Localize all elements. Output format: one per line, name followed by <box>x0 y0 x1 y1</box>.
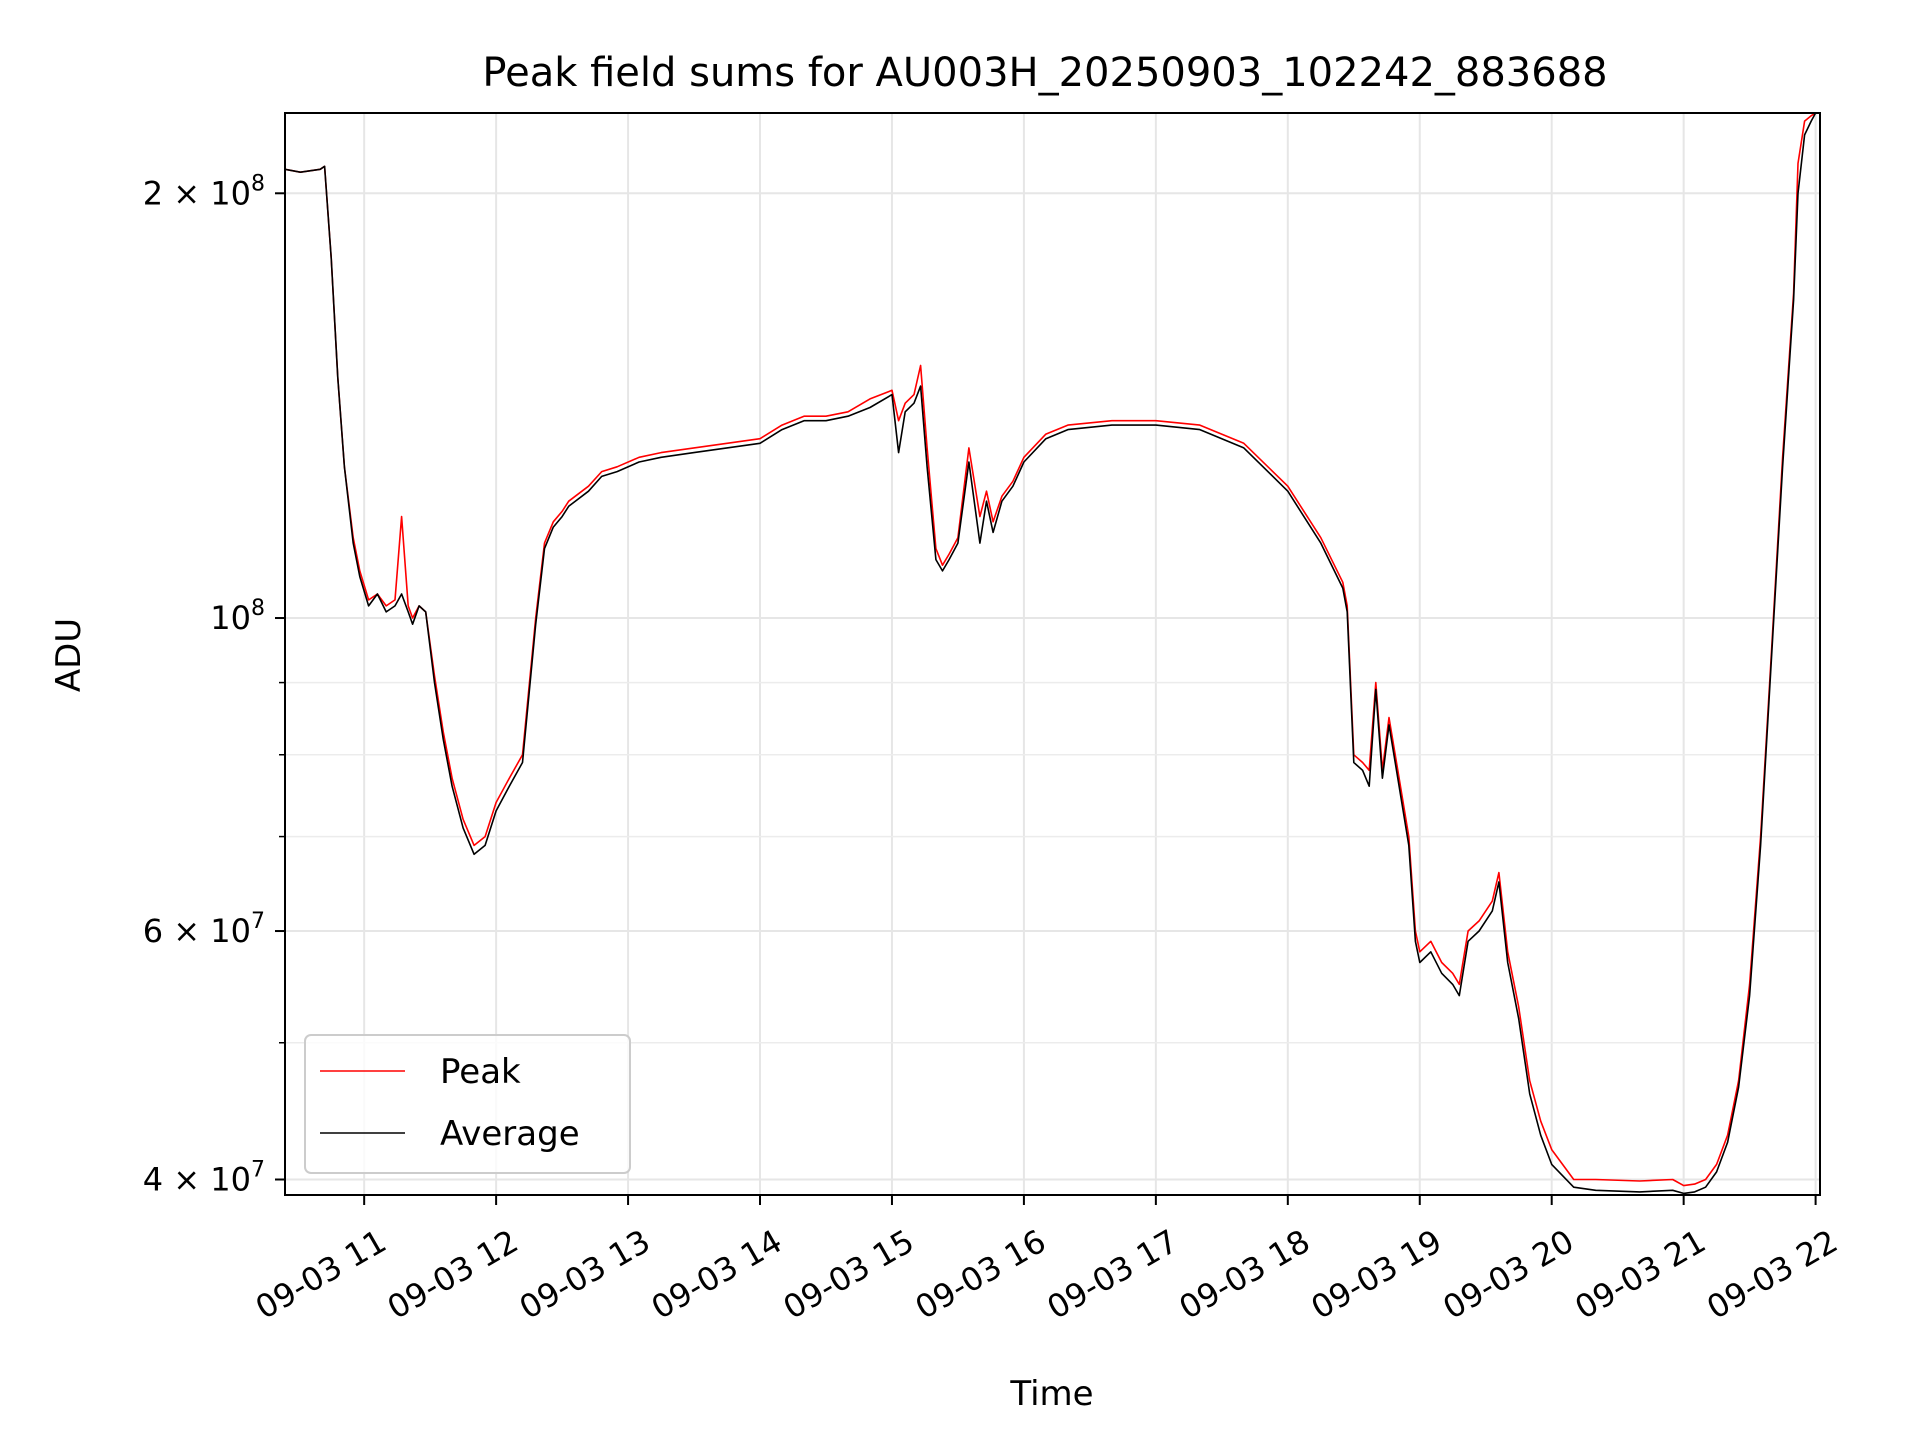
legend: Peak Average <box>304 1034 631 1174</box>
chart-title: Peak field sums for AU003H_20250903_1022… <box>482 50 1607 96</box>
y-axis-label: ADU <box>49 618 89 692</box>
x-tick-label: 09-03 22 <box>1700 1222 1844 1327</box>
series-line-average <box>285 113 1820 1195</box>
x-tick-label: 09-03 13 <box>513 1222 657 1327</box>
y-tick-label: 6 × 107 <box>143 909 265 950</box>
y-tick-label: 108 <box>210 596 265 637</box>
x-tick-label: 09-03 17 <box>1041 1222 1185 1327</box>
x-tick-label: 09-03 16 <box>909 1222 1053 1327</box>
x-tick-label: 09-03 20 <box>1437 1222 1581 1327</box>
grid <box>285 113 1820 1195</box>
x-tick-label: 09-03 11 <box>249 1222 393 1327</box>
plot-frame <box>284 112 1821 1196</box>
plot-area <box>284 112 1821 1196</box>
x-tick-label: 09-03 19 <box>1305 1222 1449 1327</box>
x-tick-label: 09-03 15 <box>777 1222 921 1327</box>
y-tick-label: 4 × 107 <box>143 1157 265 1198</box>
x-tick-label: 09-03 14 <box>645 1222 789 1327</box>
x-tick-label: 09-03 21 <box>1568 1222 1712 1327</box>
x-tick-label: 09-03 12 <box>381 1222 525 1327</box>
legend-box <box>304 1034 631 1174</box>
legend-label-peak: Peak <box>440 1052 521 1092</box>
y-tick-label: 2 × 108 <box>143 171 265 212</box>
x-axis-label: Time <box>1009 1374 1093 1414</box>
series-line-peak <box>285 113 1820 1187</box>
y-axis: 4 × 107 6 × 107 108 2 × 108 <box>143 171 285 1198</box>
x-tick-label: 09-03 18 <box>1173 1222 1317 1327</box>
legend-label-average: Average <box>440 1114 580 1154</box>
